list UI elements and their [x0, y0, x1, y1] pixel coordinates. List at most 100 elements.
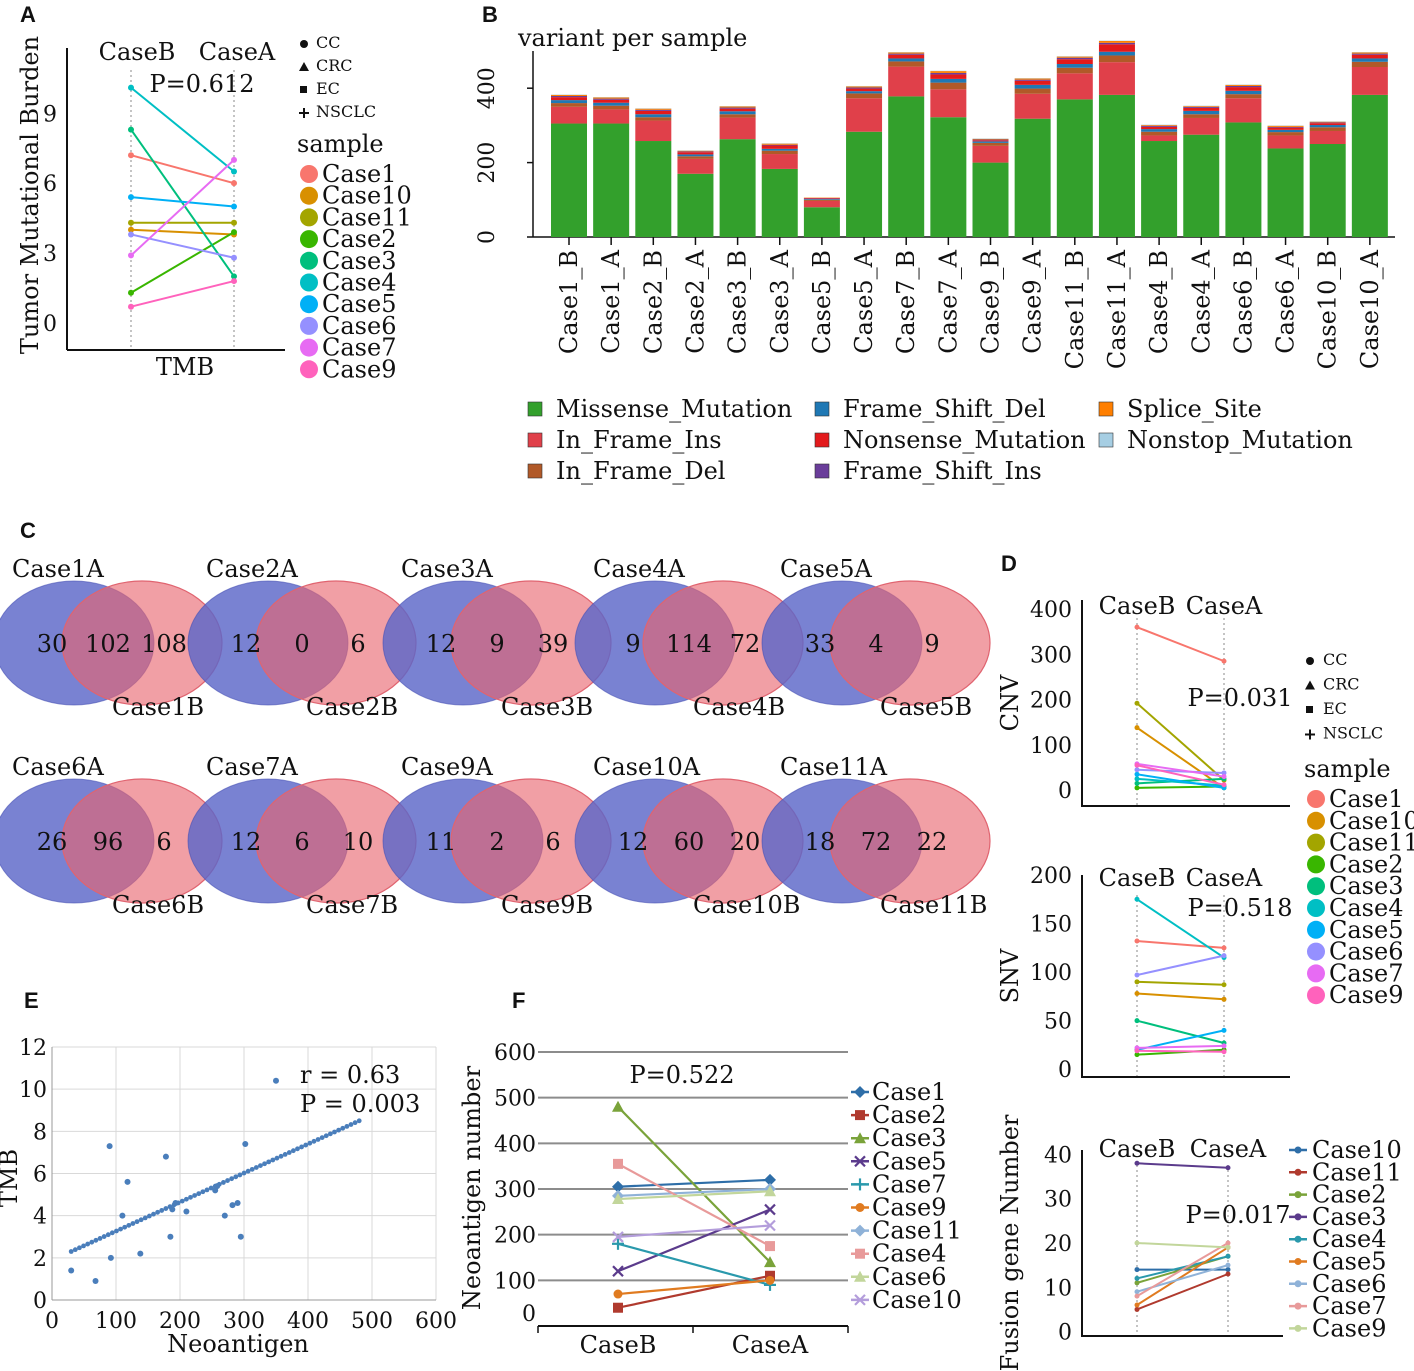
data-point: [128, 303, 134, 310]
legend-label: Case3: [1329, 872, 1403, 900]
trendline-dot: [179, 1198, 185, 1204]
y-tick-label: 8: [33, 1120, 47, 1145]
scatter-point: [234, 1200, 241, 1207]
bar-segment-frame_shift_del: [972, 141, 1009, 143]
legend-label: Case9: [322, 355, 396, 383]
series-line-case2: [130, 231, 235, 294]
data-point: [1134, 767, 1140, 773]
bar-stack-case1_b: [551, 94, 587, 237]
triangle-marker: [854, 1132, 866, 1144]
trendline-dot: [68, 1249, 74, 1254]
data-point: [128, 226, 134, 233]
x-tick-label: Case10_B: [1314, 250, 1342, 369]
square-icon: [300, 86, 307, 93]
venn-count-only-a: 12: [231, 630, 262, 658]
venn-count-only-a: 26: [37, 828, 68, 856]
y-tick-label: 100: [494, 1269, 536, 1294]
legend-label: Frame_Shift_Del: [843, 395, 1046, 423]
trendline-dot: [159, 1208, 165, 1213]
venn-count-only-b: 9: [924, 630, 939, 658]
series-line-case10: [1136, 726, 1225, 789]
venn-count-shared: 72: [861, 828, 892, 856]
trendline-dot: [356, 1118, 362, 1124]
bar-stack-case11_a: [1098, 40, 1135, 237]
legend-item-case3: Case3: [1289, 1203, 1386, 1231]
trendline-dot: [295, 1146, 300, 1152]
series-case5: [612, 1203, 776, 1277]
x-tick-label: 400: [287, 1309, 329, 1334]
bar-segment-in_frame_del: [677, 156, 714, 159]
y-tick-label: 300: [494, 1178, 536, 1203]
legend-item-case2: Case2: [1289, 1181, 1386, 1209]
x-marker: [612, 1265, 624, 1277]
panel-f-neoantigen-chart: 0 100 200 300 400 500 600 CaseB CaseA Neoantigen …: [458, 1041, 962, 1359]
square-marker: [613, 1302, 623, 1313]
bar-segment-in_frame_ins: [761, 154, 798, 169]
bar-segment-frame_shift_del: [719, 111, 756, 115]
venn-count-only-b: 39: [538, 630, 569, 658]
venn-label-a: Case9A: [401, 753, 493, 781]
bar-segment-missense_mutation: [1225, 122, 1262, 237]
x-tick-label: 600: [415, 1309, 457, 1334]
square-marker: [613, 1158, 623, 1169]
trendline-dot: [89, 1239, 95, 1245]
y-tick-label: 200: [1030, 864, 1072, 889]
bar-segment-missense_mutation: [677, 173, 714, 237]
group-label-casea: CaseA: [199, 38, 276, 66]
legend-label: Case5: [1329, 916, 1403, 944]
x-tick-label: Case10_A: [1356, 249, 1384, 369]
data-point: [1134, 1275, 1140, 1281]
venn-label-a: Case2A: [206, 555, 298, 583]
trendline-dot: [130, 1221, 136, 1226]
bar-segment-frame_shift_del: [635, 114, 672, 118]
bar-segment-frame_shift_del: [551, 100, 587, 104]
trendline-dot: [253, 1165, 259, 1170]
group-label-caseb: CaseB: [580, 1331, 657, 1359]
panel-label-d: D: [1001, 551, 1017, 576]
legend-swatch: [300, 316, 318, 335]
x-tick-label: 500: [351, 1309, 393, 1334]
data-point: [1134, 1048, 1140, 1054]
venn-count-shared: 114: [666, 630, 712, 658]
series-case1: [1134, 938, 1227, 951]
group-label-casea: CaseA: [1186, 864, 1263, 892]
series-line-case7: [1136, 762, 1225, 778]
y-tick-label: 30: [1044, 1188, 1072, 1213]
bar-segment-nonsense_mutation: [803, 198, 840, 200]
bar-segment-in_frame_del: [1267, 132, 1304, 136]
legend-swatch-marker: [1294, 1191, 1302, 1199]
bar-segment-nonsense_mutation: [1098, 44, 1135, 52]
data-point: [1134, 1018, 1140, 1024]
trendline-dot: [134, 1219, 140, 1225]
y-tick-label: 3: [43, 242, 57, 267]
legend-swatch: [814, 432, 830, 448]
bar-segment-frame_shift_ins: [972, 139, 1009, 141]
legend-swatch-marker: [1294, 1235, 1302, 1243]
trendline-dot: [225, 1178, 230, 1183]
shape-legend-label: CRC: [1323, 675, 1360, 694]
trendline-dot: [105, 1232, 111, 1238]
scatter-point: [183, 1208, 190, 1215]
panel-label-b: B: [482, 2, 498, 27]
legend-swatch: [300, 295, 318, 314]
legend-label: Case7: [872, 1170, 946, 1198]
y-tick-label: 50: [1044, 1010, 1072, 1035]
bar-segment-in_frame_del: [719, 114, 756, 118]
square-marker: [765, 1270, 775, 1281]
shape-legend-label: NSCLC: [1323, 724, 1383, 743]
shape-legend-ec: EC: [300, 79, 340, 98]
venn-count-only-a: 12: [426, 630, 457, 658]
data-point: [1134, 972, 1140, 978]
bar-segment-missense_mutation: [593, 123, 630, 237]
venn-count-shared: 96: [93, 828, 124, 856]
legend-swatch: [1098, 401, 1114, 417]
series-line-case6: [617, 1190, 771, 1201]
series-line-case6: [130, 233, 235, 259]
venn-count-only-a: 12: [618, 828, 649, 856]
x-axis-title: Neoantigen: [167, 1330, 309, 1358]
bar-segment-frame_shift_del: [1309, 125, 1346, 128]
bar-segment-frame_shift_del: [1014, 84, 1051, 89]
p-value-label: P=0.017: [1186, 1201, 1291, 1229]
bar-segment-in_frame_ins: [1056, 73, 1093, 100]
venn-count-only-b: 108: [141, 630, 187, 658]
